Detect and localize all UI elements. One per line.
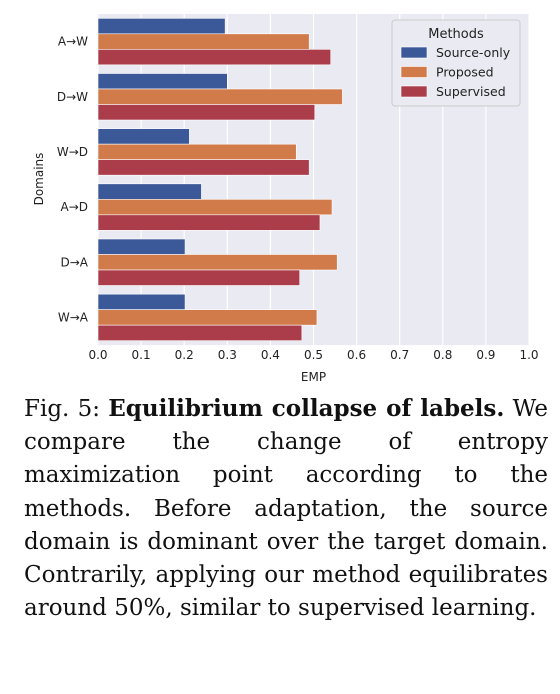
x-tick-label: 0.3 [218, 348, 237, 362]
legend-swatch [400, 85, 428, 98]
caption-label: Fig. 5: [24, 396, 109, 422]
legend-label: Proposed [436, 65, 494, 80]
bar-proposed-5 [97, 309, 318, 326]
caption-title: Equilibrium collapse of labels. [108, 395, 505, 422]
bar-supervised-0 [97, 49, 332, 66]
bar-source-only-4 [97, 238, 186, 255]
legend-box [391, 19, 521, 107]
x-tick-labels: 0.0 0.1 0.2 0.3 0.4 0.5 0.6 0.7 0.8 0.9 1.0 [88, 348, 538, 362]
x-axis-title: EMP [301, 370, 326, 384]
bar-proposed-3 [97, 199, 333, 216]
bar-supervised-2 [97, 159, 310, 176]
y-tick-label: A→D [60, 200, 88, 214]
y-tick-label: D→A [60, 255, 88, 269]
bar-supervised-1 [97, 104, 316, 121]
bar-source-only-3 [97, 183, 202, 200]
x-tick-label: 0.0 [88, 348, 107, 362]
x-tick-label: 0.4 [261, 348, 280, 362]
y-tick-label: A→W [58, 35, 88, 49]
y-tick-label: W→A [58, 310, 89, 324]
bar-source-only-1 [97, 73, 228, 90]
bar-supervised-5 [97, 324, 303, 341]
bar-source-only-5 [97, 293, 186, 310]
legend-label: Supervised [436, 84, 506, 99]
figure-caption: Fig. 5: Equilibrium collapse of labels. … [24, 392, 548, 625]
legend-swatch [400, 46, 428, 59]
x-tick-label: 0.2 [175, 348, 194, 362]
y-tick-label: D→W [57, 90, 88, 104]
y-tick-labels: A→W D→W W→D A→D D→A W→A [57, 35, 89, 325]
x-tick-label: 0.9 [476, 348, 495, 362]
legend: Methods Source-only Proposed Supervised [391, 19, 521, 107]
x-tick-label: 0.1 [132, 348, 151, 362]
legend-title: Methods [428, 27, 484, 42]
emp-bar-chart: A→W D→W W→D A→D D→A W→A 0.0 0.1 0.2 0.3 0.4 0.5 0.6… [32, 14, 539, 384]
bar-proposed-1 [97, 88, 343, 105]
x-tick-label: 1.0 [519, 348, 538, 362]
bars [97, 18, 343, 341]
bar-supervised-3 [97, 214, 321, 231]
y-axis-title: Domains [32, 153, 46, 206]
x-tick-label: 0.6 [347, 348, 366, 362]
caption-text: We compare the change of entropy maximiz… [24, 396, 548, 622]
x-tick-label: 0.5 [304, 348, 323, 362]
bar-proposed-0 [97, 33, 310, 50]
bar-supervised-4 [97, 269, 301, 286]
bar-source-only-0 [97, 18, 226, 35]
x-tick-label: 0.7 [390, 348, 409, 362]
x-tick-label: 0.8 [433, 348, 452, 362]
bar-proposed-4 [97, 254, 338, 271]
legend-swatch [400, 66, 428, 78]
bar-source-only-2 [97, 128, 190, 145]
legend-label: Source-only [436, 45, 511, 60]
bar-proposed-2 [97, 143, 297, 160]
y-tick-label: W→D [57, 145, 88, 159]
